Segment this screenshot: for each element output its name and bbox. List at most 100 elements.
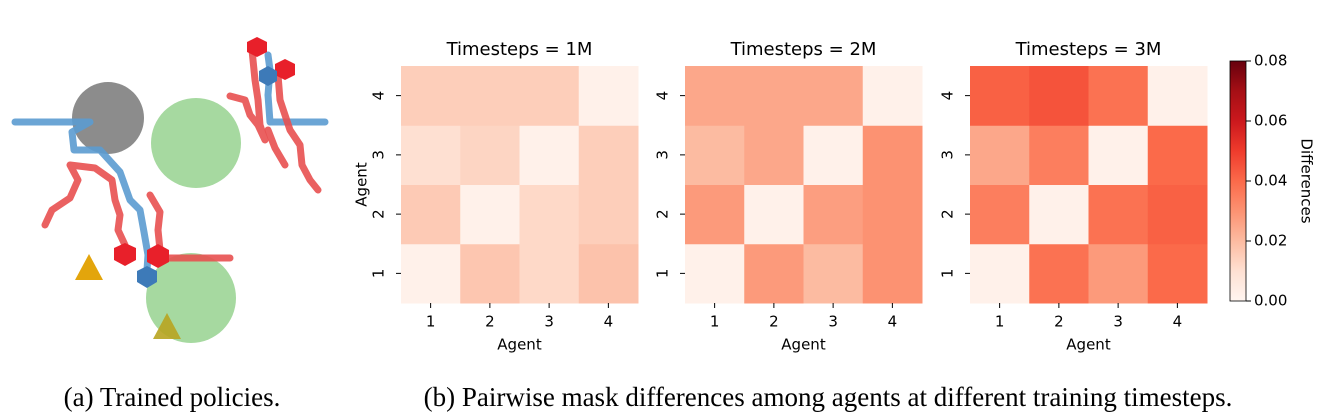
heatmap-cell [1088, 184, 1149, 245]
agent [114, 243, 136, 266]
y-tick-label: 3 [939, 150, 957, 160]
heatmap-cell [1029, 243, 1089, 304]
heatmap-cell [803, 125, 864, 185]
x-tick-label: 1 [426, 313, 436, 331]
y-tick-label: 1 [939, 269, 957, 279]
heatmap-cell [1029, 125, 1089, 185]
heatmap-cell [460, 184, 520, 245]
trajectory [146, 191, 234, 262]
heatmap-cell [1088, 125, 1149, 185]
heatmap-cell [685, 184, 745, 245]
heatmap-cell [1147, 66, 1208, 126]
heatmap-cell [862, 125, 923, 185]
x-axis-label: Agent [497, 336, 542, 354]
chart-title: Timesteps = 1M [446, 39, 593, 60]
trajectory [274, 71, 322, 194]
agent [275, 59, 295, 80]
heatmap-cell [970, 66, 1030, 126]
y-tick-label: 1 [654, 269, 672, 279]
heatmap-cell [970, 243, 1030, 304]
heatmap-cell [744, 125, 804, 185]
heatmap-cell [1029, 184, 1089, 245]
trajectory [11, 118, 152, 274]
y-tick-label: 3 [654, 150, 672, 160]
x-tick-label: 2 [485, 313, 495, 331]
colorbar [1229, 60, 1247, 302]
x-tick-label: 4 [1173, 313, 1183, 331]
colorbar-tick-label: 0.00 [1254, 292, 1287, 310]
heatmap-cell [519, 125, 580, 185]
heatmap-cell [519, 66, 580, 126]
heatmap-cell [1147, 243, 1208, 304]
heatmap-cell [862, 66, 923, 126]
x-tick-label: 1 [995, 313, 1005, 331]
heatmap-cell [1088, 66, 1149, 126]
x-tick-label: 3 [828, 313, 838, 331]
chart-title: Timesteps = 3M [1015, 39, 1162, 60]
x-tick-label: 4 [604, 313, 614, 331]
trajectory [264, 126, 289, 169]
x-tick-label: 2 [1054, 313, 1064, 331]
heatmap-cell [578, 66, 639, 126]
x-tick-label: 3 [544, 313, 554, 331]
colorbar-tick-label: 0.04 [1254, 172, 1287, 190]
x-axis-label: Agent [1066, 336, 1111, 354]
y-tick-label: 4 [370, 91, 388, 101]
heatmap-cell [1147, 184, 1208, 245]
heatmap-cell [685, 243, 745, 304]
heatmap-cell [685, 125, 745, 185]
heatmap-cell [862, 184, 923, 245]
heatmap-cell [1029, 66, 1089, 126]
goal [153, 313, 181, 339]
heatmap-cell [803, 243, 864, 304]
landmark [151, 98, 241, 188]
heatmap-cell [1088, 243, 1149, 304]
heatmap-cell [744, 66, 804, 126]
heatmap-cell [803, 184, 864, 245]
y-tick-label: 4 [654, 91, 672, 101]
agent [137, 266, 157, 288]
heatmap-cell [685, 66, 745, 126]
heatmap-cell [519, 184, 580, 245]
policy-illustration [11, 37, 329, 343]
heatmap-cell [578, 184, 639, 245]
y-tick-label: 2 [654, 209, 672, 219]
heatmap-cell [401, 66, 461, 126]
heatmap-cell [460, 125, 520, 185]
caption: (a) Trained policies. [64, 382, 281, 412]
heatmap-cell [401, 184, 461, 245]
x-tick-label: 4 [888, 313, 898, 331]
chart-title: Timesteps = 2M [730, 39, 877, 60]
heatmap-cell [578, 243, 639, 304]
heatmap-cell [578, 125, 639, 185]
heatmap-cell [519, 243, 580, 304]
caption: (b) Pairwise mask differences among agen… [424, 382, 1233, 412]
y-tick-label: 3 [370, 150, 388, 160]
heatmap-cell [744, 184, 804, 245]
obstacle [72, 82, 144, 154]
heatmap-cell [970, 125, 1030, 185]
x-tick-label: 2 [769, 313, 779, 331]
y-axis-label: Agent [353, 162, 371, 207]
colorbar-label: Differences [1298, 138, 1316, 223]
colorbar-tick-label: 0.06 [1254, 112, 1287, 130]
colorbar-tick-label: 0.02 [1254, 232, 1287, 250]
x-tick-label: 3 [1113, 313, 1123, 331]
colorbar-tick-label: 0.08 [1254, 52, 1287, 70]
y-tick-label: 1 [370, 269, 388, 279]
agent [247, 37, 267, 57]
heatmap-cell [460, 66, 520, 126]
heatmap-cell [744, 243, 804, 304]
goal [75, 254, 103, 280]
heatmap-cell [1147, 125, 1208, 185]
heatmap-cell [970, 184, 1030, 245]
heatmap-cell [803, 66, 864, 126]
heatmap-cell [862, 243, 923, 304]
y-tick-label: 2 [370, 209, 388, 219]
y-tick-label: 2 [939, 209, 957, 219]
agent [147, 244, 169, 268]
heatmap-cell [460, 243, 520, 304]
trajectory [41, 161, 129, 249]
heatmap-cell [401, 125, 461, 185]
